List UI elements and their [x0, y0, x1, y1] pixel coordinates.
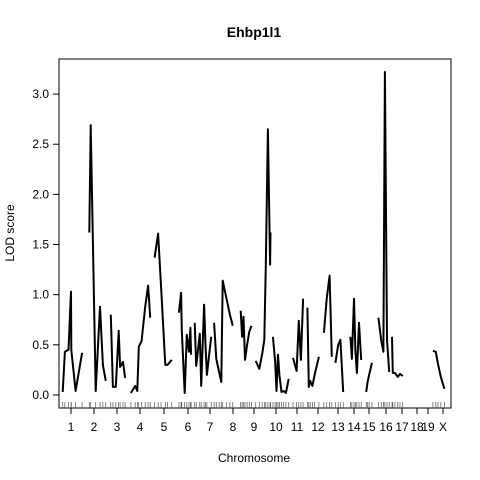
- x-tick-label: 7: [207, 420, 214, 434]
- lod-curve-chr-16: [349, 297, 363, 374]
- y-axis: 0.0 0.5 1.0 1.5 2.0 2.5 3.0: [32, 87, 60, 402]
- marker-rug: [62, 402, 445, 408]
- x-tick-label: 13: [331, 420, 345, 434]
- y-tick-label: 2.5: [32, 137, 49, 151]
- lod-series-group: [61, 71, 446, 394]
- x-tick-label: 11: [291, 420, 304, 434]
- y-tick-label: 3.0: [32, 87, 49, 101]
- y-tick-label: 1.0: [32, 288, 49, 302]
- lod-curve-chr-X: [432, 349, 446, 390]
- lod-curve-chr-6: [177, 291, 193, 394]
- lod-curve-chr-13: [306, 307, 320, 388]
- lod-curve-chr-2: [88, 124, 107, 392]
- y-tick-label: 0.5: [32, 338, 49, 352]
- lod-curve-chr-7: [193, 303, 213, 387]
- y-tick-label: 0.0: [32, 388, 49, 402]
- x-axis-label: Chromosome: [218, 451, 290, 465]
- x-tick-label: 19: [421, 420, 435, 434]
- x-tick-label: 1: [68, 420, 75, 434]
- lod-curve-chr-10: [254, 128, 272, 370]
- x-tick-label: 9: [251, 420, 258, 434]
- lod-curve-chr-8: [213, 279, 234, 383]
- x-tick-label: 15: [362, 420, 376, 434]
- x-tick-label: 6: [185, 420, 192, 434]
- lod-curve-chr-17: [365, 362, 373, 393]
- lod-curve-chr-3: [109, 314, 127, 388]
- y-axis-label: LOD score: [3, 204, 17, 262]
- lod-curve-chr-12: [292, 298, 305, 372]
- lod-curve-chr-9: [239, 310, 253, 361]
- lod-curve-chr-5: [153, 232, 173, 366]
- x-tick-label: 14: [347, 420, 361, 434]
- lod-curve-chr-18: [377, 71, 391, 372]
- x-tick-label: 2: [91, 420, 98, 434]
- x-tick-label: 18: [410, 420, 424, 434]
- lod-curve-chr-1: [61, 290, 84, 393]
- x-tick-label: 4: [137, 420, 144, 434]
- x-tick-label: 8: [230, 420, 237, 434]
- x-tick-label: 10: [269, 420, 283, 434]
- y-tick-label: 1.5: [32, 238, 49, 252]
- x-tick-label: X: [439, 420, 447, 434]
- lod-curve-chr-4: [130, 284, 152, 394]
- lod-curve-chr-11: [271, 336, 290, 394]
- chart-title: Ehbp1l1: [227, 24, 282, 40]
- x-tick-label: 3: [114, 420, 121, 434]
- x-tick-label: 5: [161, 420, 168, 434]
- x-tick-label: 12: [311, 420, 325, 434]
- lod-curve-chr-19: [391, 336, 404, 378]
- x-tick-label: 16: [379, 420, 393, 434]
- lod-curve-chr-14: [322, 274, 333, 357]
- x-tick-label: 17: [395, 420, 409, 434]
- y-tick-label: 2.0: [32, 187, 49, 201]
- lod-curve-chr-15: [334, 338, 345, 393]
